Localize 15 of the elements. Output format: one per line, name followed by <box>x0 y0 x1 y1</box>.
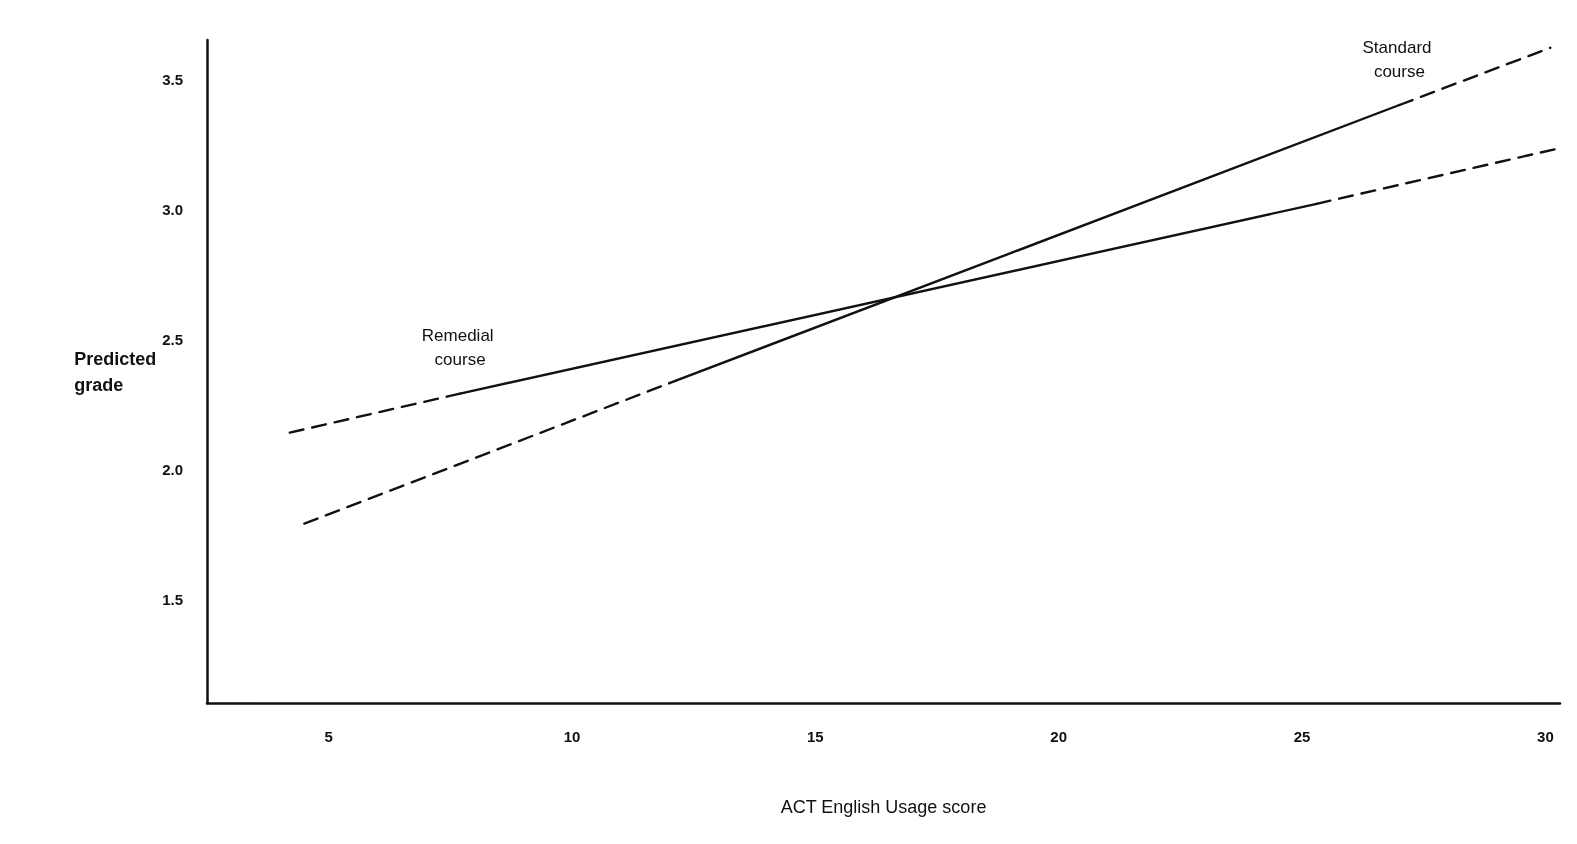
y-tick-label: 1.5 <box>162 590 183 608</box>
x-tick-label: 10 <box>563 728 581 745</box>
y-tick-label: 2.0 <box>162 460 183 478</box>
series-label: Remedial course <box>421 326 499 370</box>
text: Standard course <box>1362 37 1437 81</box>
y-tick-label: 3.5 <box>162 70 183 88</box>
x-tick-label: 25 <box>1293 728 1311 745</box>
y-tick-label: 2.5 <box>162 330 183 348</box>
x-axis-title: ACT English Usage score <box>780 797 987 817</box>
y-tick-label: 3.0 <box>162 200 183 218</box>
x-tick-label: 30 <box>1537 728 1554 745</box>
x-tick-label: 15 <box>807 728 824 745</box>
y-axis-title: Predicted grade <box>74 348 157 395</box>
x-tick-label: 20 <box>1050 728 1068 745</box>
x-tick-label: 5 <box>324 728 333 745</box>
